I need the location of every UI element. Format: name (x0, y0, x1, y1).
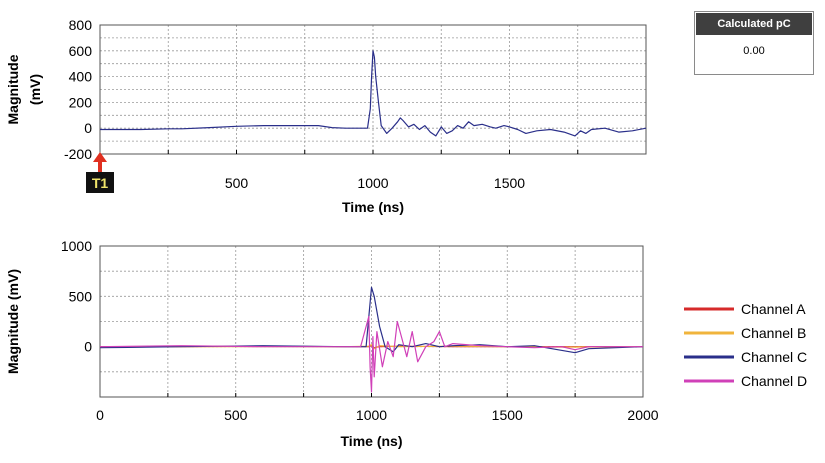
x-axis-title: Time (ns) (341, 433, 403, 449)
y-tick-label: 400 (69, 69, 93, 85)
legend-label-channel-d: Channel D (741, 373, 807, 389)
marker-arrow-head (93, 152, 107, 162)
y-tick-label: 200 (69, 94, 93, 110)
x-tick-label: 500 (224, 407, 248, 423)
x-tick-label: 2000 (627, 407, 658, 423)
legend-label-channel-b: Channel B (741, 325, 806, 341)
marker-label: T1 (92, 175, 109, 191)
x-axis-title: Time (ns) (342, 199, 404, 215)
bottom-chart: 0 500 1000 1500 2000 1000 500 0 Time (ns) Magnitu… (5, 238, 659, 449)
x-tick-label: 1500 (494, 175, 525, 191)
x-tick-label: 1500 (492, 407, 523, 423)
y-tick-label: 600 (69, 43, 93, 59)
chart-legend: Channel A Channel B Channel C Channel D (684, 301, 807, 389)
y-tick-label: 500 (69, 288, 93, 304)
t1-marker[interactable]: T1 (86, 152, 114, 193)
y-tick-label: 0 (84, 120, 92, 136)
x-tick-label: 1000 (356, 407, 387, 423)
y-axis-title: Magnitude (5, 54, 21, 124)
y-axis-title: (mV) (27, 74, 43, 105)
y-tick-label: 0 (84, 339, 92, 355)
legend-label-channel-a: Channel A (741, 301, 806, 317)
x-tick-label: 500 (225, 175, 249, 191)
legend-label-channel-c: Channel C (741, 349, 807, 365)
y-tick-label: 1000 (61, 238, 92, 254)
y-tick-label: 800 (69, 17, 93, 33)
calculated-pc-panel: Calculated pC 0.00 (694, 11, 814, 75)
marker-arrow-stem (98, 160, 102, 172)
x-tick-label: 1000 (357, 175, 388, 191)
y-tick-label: -200 (64, 146, 92, 162)
y-axis-title: Magnitude (mV) (5, 269, 21, 374)
series-line (100, 50, 647, 137)
series-line-channel-d (99, 315, 643, 393)
x-tick-label: 0 (96, 407, 104, 423)
marker-label-box (86, 172, 114, 193)
calculated-pc-title: Calculated pC (696, 13, 812, 35)
calculated-pc-value: 0.00 (743, 45, 765, 57)
top-chart: 500 1000 1500 800 600 400 200 0 -200 Time (ns) Mag… (5, 17, 647, 215)
